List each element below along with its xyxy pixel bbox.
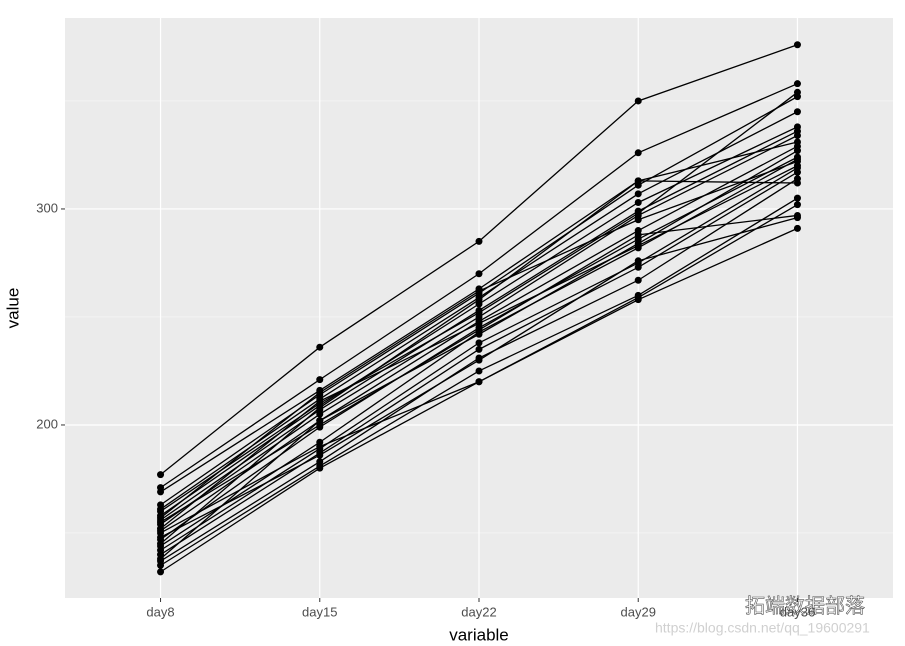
point xyxy=(475,296,483,304)
point xyxy=(793,132,801,140)
point xyxy=(316,397,324,405)
point xyxy=(634,263,642,271)
point xyxy=(475,287,483,295)
point xyxy=(793,179,801,187)
point xyxy=(316,389,324,397)
point xyxy=(793,108,801,116)
point xyxy=(634,216,642,224)
x-tick-label: day15 xyxy=(302,604,337,619)
point xyxy=(793,224,801,232)
point xyxy=(793,157,801,165)
point xyxy=(793,80,801,88)
point xyxy=(316,404,324,412)
point xyxy=(634,231,642,239)
x-tick-label: day22 xyxy=(461,604,496,619)
point xyxy=(316,451,324,459)
y-tick-label: 300 xyxy=(36,200,58,215)
point xyxy=(475,339,483,347)
y-tick-label: 200 xyxy=(36,416,58,431)
point xyxy=(157,533,165,541)
point xyxy=(157,555,165,563)
point xyxy=(634,209,642,217)
x-tick-label: day29 xyxy=(621,604,656,619)
point xyxy=(157,561,165,569)
point xyxy=(157,568,165,576)
point xyxy=(157,507,165,515)
watermark-logo: 拓端数据部落 xyxy=(745,594,865,617)
point xyxy=(475,309,483,317)
point xyxy=(316,343,324,351)
point xyxy=(634,177,642,185)
point xyxy=(475,367,483,375)
point xyxy=(475,237,483,245)
x-tick-label: day36 xyxy=(780,604,815,619)
point xyxy=(475,330,483,338)
point xyxy=(475,356,483,364)
point xyxy=(793,41,801,49)
point xyxy=(157,525,165,533)
point xyxy=(475,345,483,353)
point xyxy=(157,514,165,522)
point xyxy=(316,376,324,384)
point xyxy=(793,201,801,209)
point xyxy=(475,319,483,327)
point xyxy=(634,149,642,157)
point xyxy=(316,417,324,425)
point xyxy=(157,471,165,479)
watermark-url: https://blog.csdn.net/qq_19600291 xyxy=(655,620,870,636)
point xyxy=(634,198,642,206)
point xyxy=(793,194,801,202)
point xyxy=(634,97,642,105)
point xyxy=(793,214,801,222)
point xyxy=(316,464,324,472)
point xyxy=(157,488,165,496)
point xyxy=(634,240,642,248)
point xyxy=(316,443,324,451)
point xyxy=(793,147,801,155)
point xyxy=(316,410,324,418)
point xyxy=(634,257,642,265)
x-tick-label: day8 xyxy=(146,604,174,619)
point xyxy=(157,540,165,548)
point xyxy=(634,190,642,198)
point xyxy=(793,168,801,176)
point xyxy=(475,270,483,278)
point xyxy=(475,378,483,386)
y-axis-title: value xyxy=(3,288,22,329)
x-axis-title: variable xyxy=(449,625,509,644)
point xyxy=(793,88,801,96)
point xyxy=(634,276,642,284)
point xyxy=(634,296,642,304)
